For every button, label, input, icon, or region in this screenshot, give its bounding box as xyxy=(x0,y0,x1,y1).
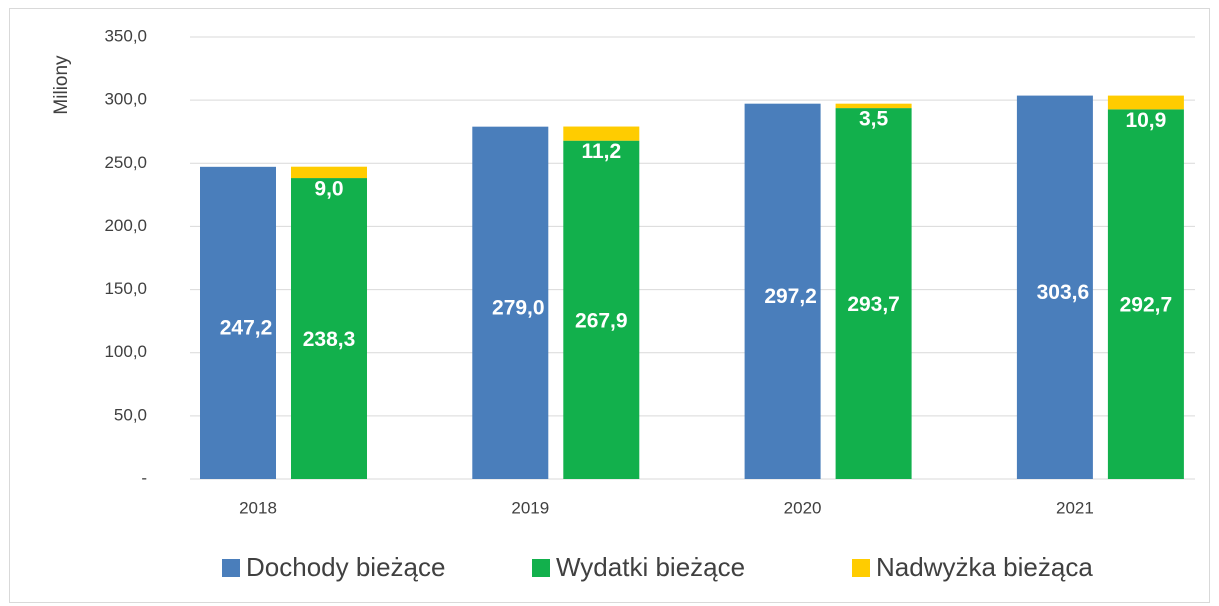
y-tick-label: 250,0 xyxy=(104,153,147,172)
bar xyxy=(472,126,549,480)
value-label: 279,0 xyxy=(492,296,545,319)
value-label: 9,0 xyxy=(314,178,343,201)
legend-label: Wydatki bieżące xyxy=(556,552,745,582)
value-label: 3,5 xyxy=(859,108,889,131)
legend-label: Dochody bieżące xyxy=(246,552,445,582)
value-label: 238,3 xyxy=(303,328,356,351)
bar xyxy=(835,103,912,109)
bar xyxy=(291,178,367,479)
bar xyxy=(200,166,276,479)
x-tick-label: 2019 xyxy=(511,498,549,517)
value-label: 10,9 xyxy=(1125,109,1166,132)
x-tick-label: 2020 xyxy=(784,498,822,517)
y-tick-label: 300,0 xyxy=(104,90,147,109)
bar xyxy=(1107,95,1184,110)
x-tick-label: 2018 xyxy=(239,498,277,517)
y-tick-label: 350,0 xyxy=(104,26,147,45)
bar xyxy=(744,103,821,479)
x-tick-label: 2021 xyxy=(1056,498,1094,517)
value-label: 303,6 xyxy=(1037,281,1090,304)
y-tick-label: 100,0 xyxy=(104,342,147,361)
value-label: 293,7 xyxy=(847,293,900,316)
bar xyxy=(1107,109,1184,479)
value-label: 267,9 xyxy=(575,309,628,332)
y-tick-label: - xyxy=(141,468,147,487)
y-axis-title: Miliony xyxy=(51,55,72,115)
y-tick-label: 200,0 xyxy=(104,216,147,235)
y-tick-label: 150,0 xyxy=(104,279,147,298)
legend-swatch xyxy=(222,559,240,577)
value-label: 247,2 xyxy=(220,316,273,339)
bar xyxy=(563,140,640,479)
bar xyxy=(835,108,912,480)
bar xyxy=(1016,95,1093,480)
y-tick-label: 50,0 xyxy=(114,405,147,424)
legend-swatch xyxy=(532,559,550,577)
value-label: 297,2 xyxy=(764,285,817,308)
bar xyxy=(291,166,367,179)
legend-label: Nadwyżka bieżąca xyxy=(876,552,1093,582)
bar xyxy=(563,126,640,141)
value-label: 292,7 xyxy=(1120,294,1173,317)
legend-swatch xyxy=(852,559,870,577)
value-label: 11,2 xyxy=(581,140,621,163)
